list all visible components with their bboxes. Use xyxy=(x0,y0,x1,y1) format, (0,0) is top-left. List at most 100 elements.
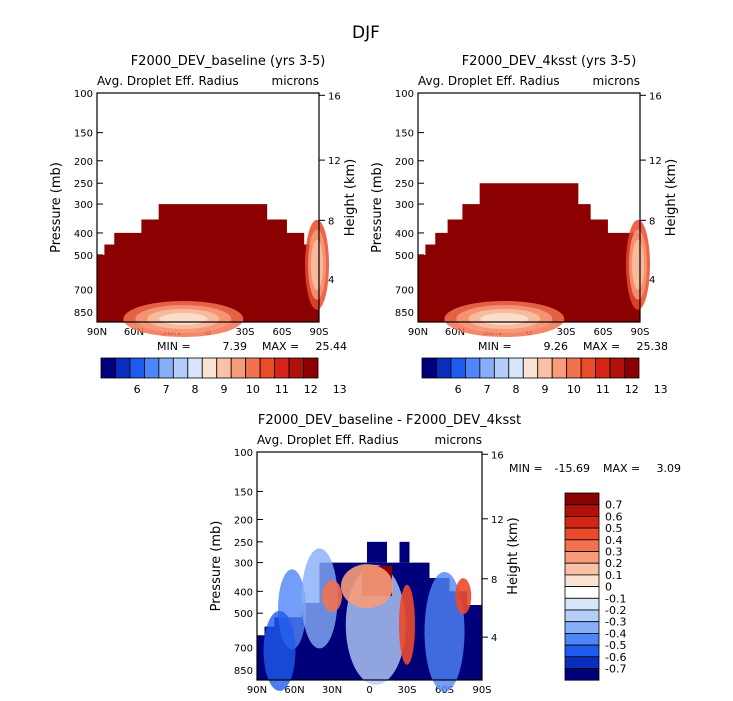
colorbar-swatch xyxy=(187,357,203,379)
colorbar-swatch xyxy=(245,357,261,379)
y2-axis-label: Height (km) xyxy=(664,159,679,236)
colorbar-swatch xyxy=(421,357,437,379)
y-tick-label: 200 xyxy=(74,157,93,168)
colorbar-swatch xyxy=(172,357,189,379)
y2-tick-label: 8 xyxy=(649,216,655,227)
y-tick-label: 150 xyxy=(74,129,93,140)
colorbar-label: 13 xyxy=(654,383,668,396)
colorbar-swatch xyxy=(564,644,600,658)
x-tick-label: 90S xyxy=(630,327,649,338)
colorbar-swatch xyxy=(566,357,582,379)
colorbar-label: -0.3 xyxy=(605,616,626,629)
colorbar-label: 0 xyxy=(605,581,612,594)
heatmap-contour-diff xyxy=(322,580,342,613)
colorbar-swatch xyxy=(564,574,600,588)
colorbar-swatch xyxy=(564,609,600,623)
colorbar-swatch xyxy=(595,357,611,379)
colorbar-swatch xyxy=(464,357,481,379)
y-tick-label: 100 xyxy=(234,448,253,459)
min-label: MIN = xyxy=(157,340,191,353)
y2-tick-label: 16 xyxy=(491,450,504,461)
colorbar: 0.70.60.50.40.30.20.10-0.1-0.2-0.3-0.4-0… xyxy=(564,492,626,681)
y-tick-label: 250 xyxy=(395,179,414,190)
y-tick-label: 300 xyxy=(74,200,93,211)
colorbar-label: 12 xyxy=(304,383,318,396)
colorbar-swatch xyxy=(288,357,304,379)
y-tick-label: 100 xyxy=(395,89,414,100)
colorbar-swatch xyxy=(436,357,452,379)
y-tick-label: 300 xyxy=(234,559,253,570)
colorbar-swatch xyxy=(100,357,116,379)
colorbar-swatch xyxy=(537,357,553,379)
colorbar-swatch xyxy=(564,551,600,564)
y-tick-label: 850 xyxy=(74,308,93,319)
y-tick-label: 700 xyxy=(74,285,93,296)
colorbar-swatch xyxy=(493,357,510,379)
colorbar: 6 7 8 9 10 11 12 13 xyxy=(100,357,347,396)
plot-frame xyxy=(256,451,483,681)
colorbar-swatch xyxy=(274,357,290,379)
colorbar-label: 7 xyxy=(163,383,170,396)
heatmap-field xyxy=(418,183,650,337)
colorbar-swatch xyxy=(129,357,145,379)
colorbar-label: 7 xyxy=(484,383,491,396)
colorbar-label: 12 xyxy=(625,383,639,396)
colorbar-label: 6 xyxy=(134,383,141,396)
y2-tick-label: 12 xyxy=(491,515,504,526)
heatmap-contour-diff xyxy=(341,564,393,609)
y2-axis-label: Height (km) xyxy=(506,517,521,594)
colorbar-swatch xyxy=(522,357,539,379)
min-label: MIN = xyxy=(478,340,512,353)
colorbar-swatch xyxy=(303,357,319,379)
y-tick-label: 500 xyxy=(74,251,93,262)
min-label: MIN = xyxy=(509,462,543,475)
panel-0: F2000_DEV_baseline (yrs 3-5) Avg. Droplet… xyxy=(49,54,358,396)
y-tick-label: 850 xyxy=(395,308,414,319)
y-tick-label: 200 xyxy=(234,515,253,526)
colorbar-swatch xyxy=(115,357,131,379)
y-tick-label: 700 xyxy=(395,285,414,296)
y-tick-label: 250 xyxy=(234,538,253,549)
colorbar-swatch xyxy=(580,357,597,379)
min-value: 7.39 xyxy=(223,340,248,353)
y-tick-label: 200 xyxy=(395,157,414,168)
colorbar-label: -0.4 xyxy=(605,627,626,640)
max-value: 3.09 xyxy=(657,462,682,475)
colorbar-label: 0.4 xyxy=(605,534,623,547)
colorbar-label: 0.5 xyxy=(605,522,623,535)
y-tick-label: 500 xyxy=(395,251,414,262)
heatmap-contour-low xyxy=(480,313,529,325)
panel-subtitle: Avg. Droplet Eff. Radius xyxy=(418,74,560,88)
y-tick-label: 500 xyxy=(234,609,253,620)
colorbar: 6 7 8 9 10 11 12 13 xyxy=(421,357,668,396)
colorbar-swatch xyxy=(508,357,524,379)
y-tick-label: 850 xyxy=(234,666,253,677)
x-tick-label: 90N xyxy=(247,685,267,696)
colorbar-label: 0.1 xyxy=(605,569,623,582)
heatmap-region-min xyxy=(399,541,410,563)
y2-axis-label: Height (km) xyxy=(343,159,358,236)
x-tick-label: 90S xyxy=(472,685,491,696)
panel-subtitle: Avg. Droplet Eff. Radius xyxy=(257,433,399,447)
panel-title: F2000_DEV_baseline - F2000_DEV_4ksst xyxy=(258,413,521,428)
y-tick-label: 400 xyxy=(395,229,414,240)
colorbar-label: 10 xyxy=(246,383,260,396)
colorbar-label: 8 xyxy=(192,383,199,396)
heatmap-contour-diff xyxy=(424,571,465,692)
y-tick-label: 150 xyxy=(234,487,253,498)
colorbar-swatch xyxy=(479,357,495,379)
max-value: 25.44 xyxy=(316,340,348,353)
y-axis-label: Pressure (mb) xyxy=(209,521,224,612)
y2-tick-label: 16 xyxy=(328,91,341,102)
colorbar-label: 9 xyxy=(220,383,227,396)
panel-title: F2000_DEV_4ksst (yrs 3-5) xyxy=(462,54,637,69)
x-tick-label: 60S xyxy=(593,327,612,338)
x-tick-label: 30N xyxy=(322,685,342,696)
x-tick-label: 30S xyxy=(235,327,254,338)
colorbar-swatch xyxy=(564,492,600,506)
colorbar-swatch xyxy=(450,357,466,379)
y2-tick-label: 4 xyxy=(491,633,497,644)
heatmap-region-min xyxy=(367,541,387,563)
max-value: 25.38 xyxy=(637,340,669,353)
